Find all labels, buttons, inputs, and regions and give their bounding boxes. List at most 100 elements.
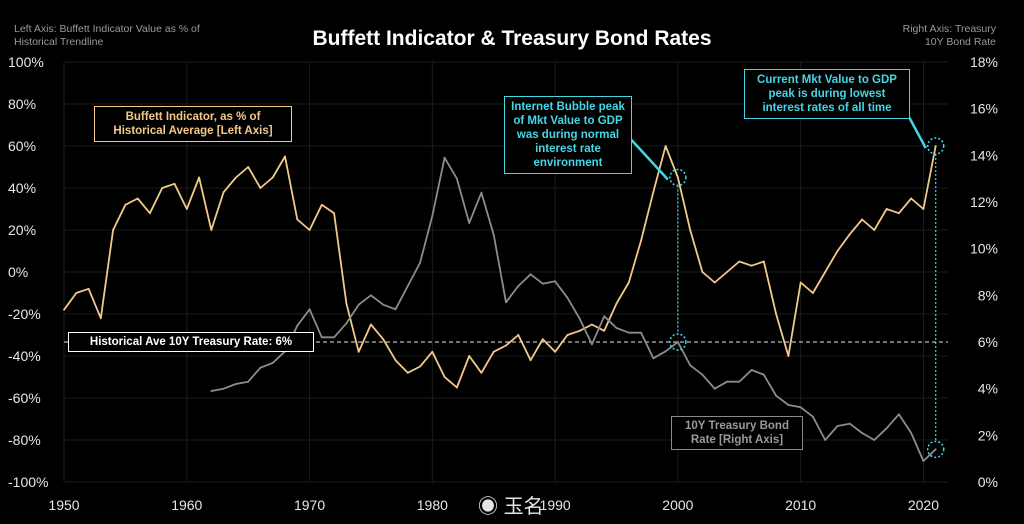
treasury-point <box>701 373 704 376</box>
right-tick-label: 2% <box>978 427 998 443</box>
treasury-point <box>713 387 716 390</box>
buffett-point <box>333 212 336 215</box>
buffett-point <box>701 271 704 273</box>
treasury-point <box>640 331 642 334</box>
watermark-text: 玉名 <box>503 496 544 518</box>
buffett-point <box>136 197 139 200</box>
axis-ticks: 100%80%60%40%20%0%-20%-40%-60%-80%-100%1… <box>8 54 998 513</box>
x-tick-label: 1980 <box>417 497 448 513</box>
buffett-point <box>861 218 863 221</box>
treasury-point <box>554 280 557 283</box>
right-tick-label: 12% <box>970 194 998 210</box>
treasury-point <box>271 362 274 364</box>
treasury-point <box>799 406 802 409</box>
left-tick-label: -20% <box>8 306 41 322</box>
buffett-point <box>296 218 299 221</box>
buffett-point <box>836 250 839 252</box>
left-tick-label: 0% <box>8 264 28 280</box>
buffett-point <box>566 334 569 336</box>
buffett-point <box>689 229 692 231</box>
buffett-point <box>210 229 213 231</box>
buffett-point <box>382 338 385 341</box>
treasury-point <box>443 156 446 159</box>
treasury-point <box>738 380 741 383</box>
treasury-point <box>210 390 213 392</box>
treasury-point <box>333 336 336 339</box>
treasury-point <box>406 285 409 287</box>
buffett-point <box>99 317 102 320</box>
x-tick-label: 2000 <box>662 497 693 513</box>
buffett-point <box>762 260 765 263</box>
buffett-point <box>775 313 778 315</box>
treasury-point <box>431 215 434 217</box>
treasury-point <box>885 427 888 430</box>
treasury-point <box>848 422 851 425</box>
left-tick-label: 20% <box>8 222 36 238</box>
left-axis-note: Left Axis: Buffett Indicator Value as % … <box>14 23 200 48</box>
buffett-point <box>627 281 630 284</box>
buffett-point <box>492 350 495 353</box>
right-axis-note: Right Axis: Treasury 10Y Bond Rate <box>902 23 996 48</box>
treasury-point <box>468 222 471 224</box>
x-tick-label: 2010 <box>785 497 816 513</box>
left-tick-label: 60% <box>8 138 36 154</box>
treasury-point <box>357 303 360 306</box>
treasury-point <box>750 369 753 371</box>
buffett-point <box>75 292 78 294</box>
left-tick-label: 80% <box>8 96 36 112</box>
treasury-point <box>234 383 237 385</box>
treasury-point <box>824 439 827 441</box>
treasury-point <box>652 357 655 360</box>
buffett-point <box>370 323 372 326</box>
buffett-point <box>897 212 900 215</box>
buffett-point <box>787 355 790 357</box>
right-tick-label: 4% <box>978 381 998 397</box>
treasury-point <box>812 415 814 418</box>
treasury-point <box>689 364 692 367</box>
right-tick-label: 0% <box>978 474 998 490</box>
treasury-point <box>934 448 937 451</box>
buffett-point <box>922 208 925 210</box>
series-lines <box>63 145 937 462</box>
treasury-point <box>910 432 913 434</box>
bubble-callout: Internet Bubble peak of Mkt Value to GDP… <box>504 96 632 174</box>
chart-title: Buffett Indicator & Treasury Bond Rates <box>312 27 712 50</box>
buffett-point <box>517 334 520 336</box>
right-tick-label: 10% <box>970 241 998 257</box>
buffett-point <box>161 187 164 189</box>
annotation-markers <box>625 103 945 459</box>
buffett-point <box>615 302 618 305</box>
treasury-point <box>627 331 630 334</box>
buffett-point <box>799 281 802 284</box>
buffett-indicator-label: Buffett Indicator, as % of Historical Av… <box>94 106 292 142</box>
treasury-point <box>615 327 618 329</box>
treasury-point <box>345 322 348 325</box>
buffett-point <box>934 145 937 147</box>
buffett-point <box>640 239 642 242</box>
buffett-point <box>63 308 65 311</box>
left-tick-label: -80% <box>8 432 41 448</box>
x-tick-label: 2020 <box>908 497 939 513</box>
right-tick-label: 6% <box>978 334 998 350</box>
treasury-point <box>370 294 372 297</box>
buffett-point <box>345 302 348 305</box>
treasury-point <box>762 373 765 376</box>
treasury-point <box>320 336 323 339</box>
treasury-point <box>861 432 863 434</box>
buffett-point <box>676 176 679 179</box>
watermark: ◉ 玉名 <box>478 490 544 519</box>
weibo-logo-icon: ◉ <box>478 496 498 518</box>
current-peak-callout: Current Mkt Value to GDP peak is during … <box>744 69 910 119</box>
buffett-point <box>529 359 532 362</box>
x-tick-label: 1990 <box>540 497 571 513</box>
buffett-point <box>87 287 90 290</box>
buffett-point <box>873 229 876 231</box>
treasury-point <box>394 308 397 311</box>
treasury-point <box>541 282 544 285</box>
right-tick-label: 8% <box>978 287 998 303</box>
buffett-point <box>652 191 655 194</box>
treasury-point <box>492 233 495 236</box>
buffett-point <box>419 365 421 368</box>
treasury-point <box>259 366 262 369</box>
buffett-point <box>320 203 323 206</box>
